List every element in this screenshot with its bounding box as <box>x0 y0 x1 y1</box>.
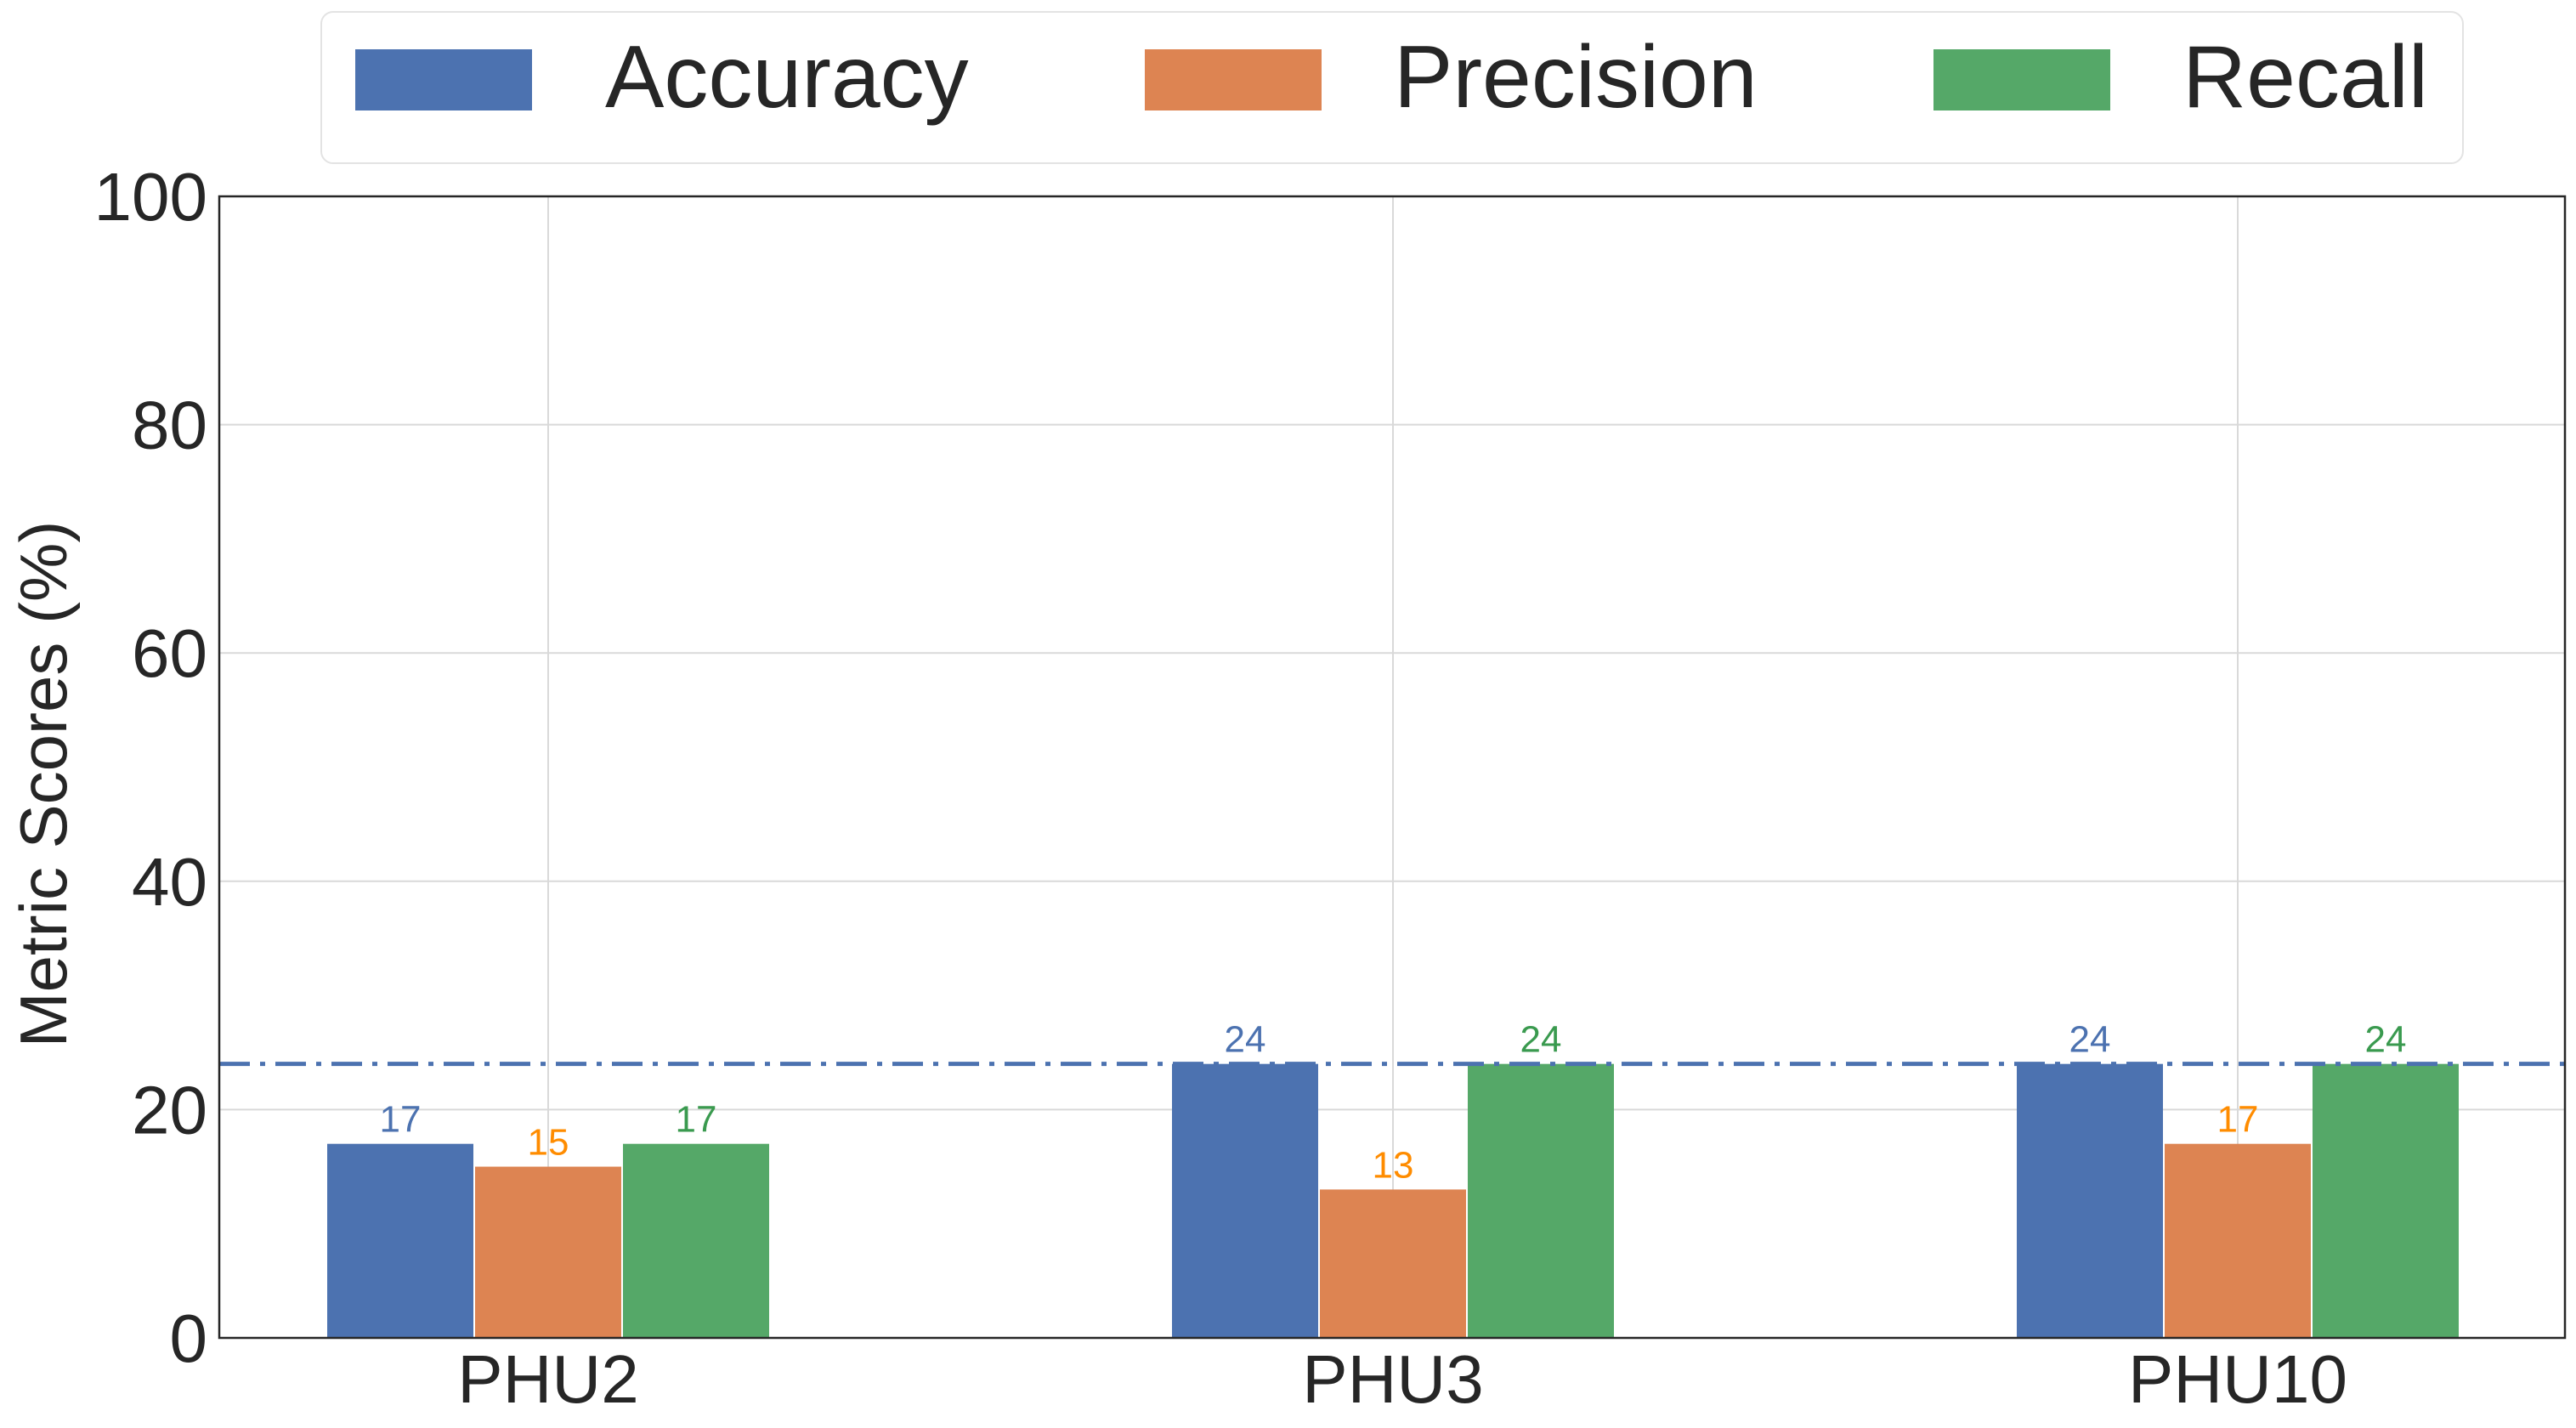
y-axis-title: Metric Scores (%) <box>6 521 81 1048</box>
data-label: 24 <box>1225 1019 1266 1061</box>
y-tick-label: 100 <box>94 159 207 235</box>
bar-recall-phu3 <box>1468 1063 1614 1338</box>
y-tick-label: 0 <box>170 1300 208 1376</box>
legend: Accuracy Precision Recall <box>320 11 2464 164</box>
axes-layer: 0 20 40 60 80 100 PHU2 PHU3 PHU10 <box>94 159 2567 1417</box>
x-tick-label: PHU3 <box>1302 1341 1483 1417</box>
bar-recall-phu2 <box>623 1143 769 1338</box>
data-labels-layer: 17 15 17 24 13 24 24 17 24 <box>380 1019 2407 1187</box>
data-label: 17 <box>2217 1099 2259 1141</box>
y-tick-label: 40 <box>132 844 207 920</box>
data-label: 15 <box>528 1122 569 1164</box>
x-tick-label: PHU2 <box>457 1341 638 1417</box>
legend-swatch-recall <box>1933 49 2110 110</box>
bar-recall-phu10 <box>2313 1063 2459 1338</box>
y-tick-label: 60 <box>132 615 207 691</box>
bar-accuracy-phu2 <box>327 1143 473 1338</box>
plot-frame <box>218 195 2567 1340</box>
data-label: 17 <box>676 1099 717 1141</box>
legend-label-recall: Recall <box>2183 28 2428 127</box>
bar-accuracy-phu10 <box>2017 1063 2163 1338</box>
data-label: 24 <box>1520 1019 1562 1061</box>
x-tick-label: PHU10 <box>2128 1341 2347 1417</box>
y-tick-label: 20 <box>132 1072 207 1148</box>
y-tick-label: 80 <box>132 388 207 463</box>
bars-layer <box>327 1063 2459 1338</box>
legend-swatch-accuracy <box>355 49 532 110</box>
legend-label-precision: Precision <box>1394 28 1758 127</box>
legend-swatch-precision <box>1145 49 1322 110</box>
legend-label-accuracy: Accuracy <box>605 28 969 127</box>
data-label: 24 <box>2365 1019 2407 1061</box>
bar-precision-phu10 <box>2165 1143 2311 1338</box>
bar-precision-phu3 <box>1320 1189 1466 1338</box>
legend-frame <box>320 11 2464 164</box>
data-label: 17 <box>380 1099 422 1141</box>
bar-precision-phu2 <box>475 1166 621 1338</box>
data-label: 24 <box>2069 1019 2111 1061</box>
bar-accuracy-phu3 <box>1172 1063 1318 1338</box>
data-label: 13 <box>1373 1144 1414 1186</box>
